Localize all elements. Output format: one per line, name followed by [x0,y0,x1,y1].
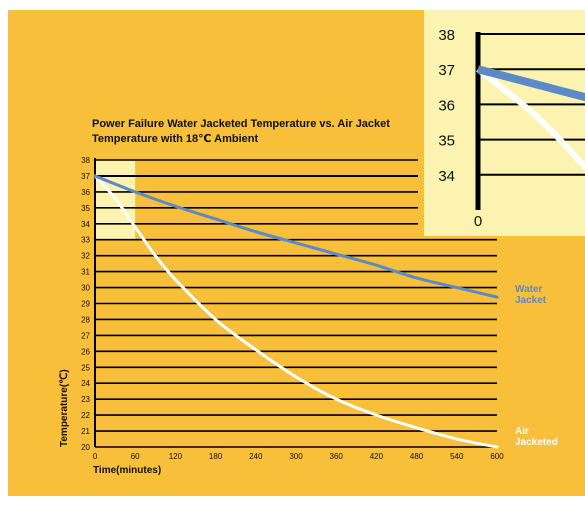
inset-y-tick-label: 34 [438,168,455,185]
y-tick-label: 26 [81,347,90,356]
x-axis-label: Time(minutes) [93,465,161,476]
y-tick-label: 24 [81,379,90,388]
y-tick-label: 22 [81,411,90,420]
x-tick-label: 60 [131,452,140,461]
y-tick-label: 31 [81,268,90,277]
y-tick-label: 34 [81,220,90,229]
x-tick-label: 480 [410,452,424,461]
series-label-air-jacketed: Air Jacketed [515,426,558,448]
y-tick-label: 29 [81,300,90,309]
x-tick-label: 420 [370,452,384,461]
x-tick-label: 300 [289,452,303,461]
inset-y-tick-label: 38 [438,27,455,44]
y-tick-label: 20 [81,443,90,452]
inset-series-line-air [476,66,585,172]
y-axis-label: Temperature(℃) [59,369,70,447]
y-tick-label: 32 [81,252,90,261]
x-tick-label: 0 [93,452,98,461]
y-tick-label: 28 [81,315,90,324]
inset-series-line-water [476,65,585,102]
y-tick-label: 36 [81,188,90,197]
x-tick-label: 540 [450,452,464,461]
inset-y-tick-label: 35 [438,133,455,150]
chart-title: Power Failure Water Jacketed Temperature… [92,118,390,145]
y-tick-label: 37 [81,172,90,181]
y-tick-label: 38 [81,156,90,165]
series-label-water-jacket: Water Jacket [515,284,547,306]
y-tick-label: 27 [81,331,90,340]
inset-y-tick-label: 37 [438,62,455,79]
x-tick-label: 360 [330,452,344,461]
inset-y-tick-label: 36 [438,97,455,114]
series-line-water-jacket [93,174,499,299]
series-line-air-jacketed [93,174,499,449]
y-tick-label: 33 [81,236,90,245]
y-tick-label: 25 [81,363,90,372]
y-tick-label: 21 [81,427,90,436]
y-tick-label: 23 [81,395,90,404]
x-tick-label: 240 [249,452,263,461]
y-tick-label: 30 [81,284,90,293]
y-tick-label: 35 [81,204,90,213]
x-tick-label: 180 [209,452,223,461]
x-tick-label: 120 [169,452,183,461]
x-tick-label: 600 [490,452,504,461]
inset-x-tick-label: 0 [474,213,482,230]
